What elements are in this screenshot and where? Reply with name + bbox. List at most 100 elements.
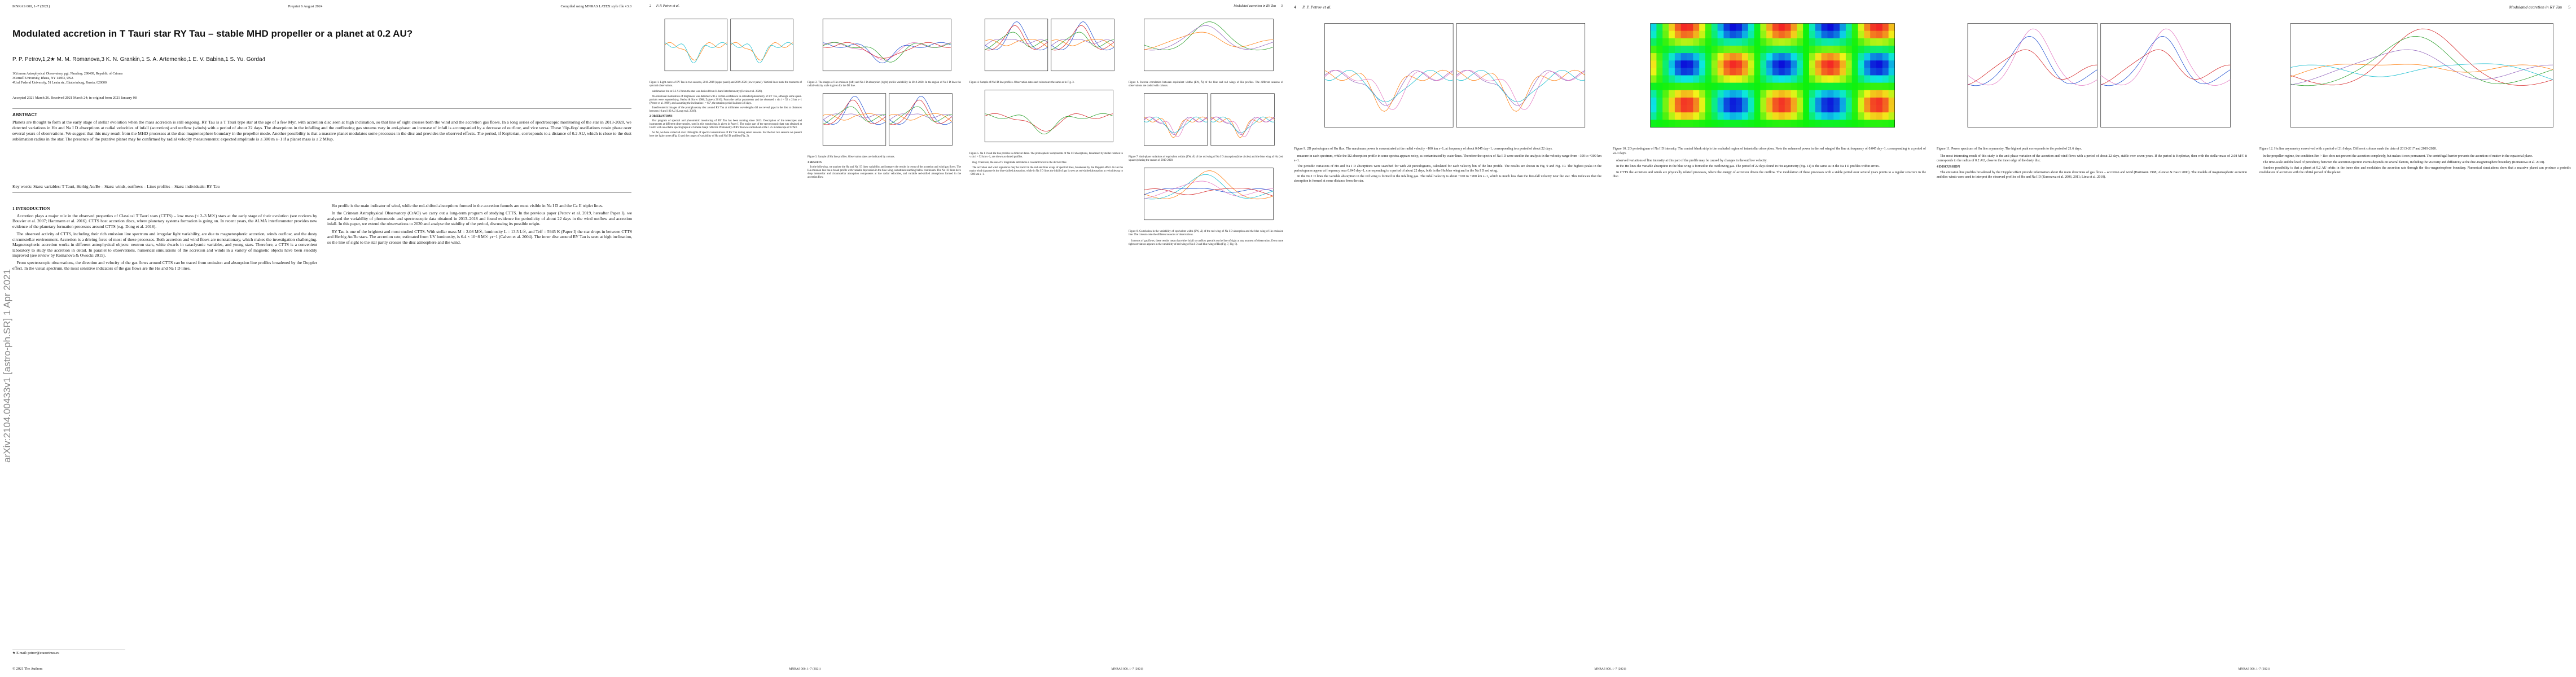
paragraph: In the following, we analyse the Hα and … [808, 166, 961, 179]
heat-cell [1778, 60, 1785, 68]
heat-cell [1791, 45, 1797, 54]
heat-cell [1650, 82, 1657, 91]
heat-cell [1754, 23, 1761, 32]
heat-cell [1650, 120, 1657, 128]
plot-curve [1324, 69, 1454, 106]
heat-cell [1840, 23, 1846, 32]
heat-cell [1809, 45, 1816, 54]
heat-cell [1705, 68, 1712, 76]
heat-cell [1741, 120, 1749, 128]
heat-cell [1840, 53, 1846, 61]
plot-curve [1210, 117, 1275, 137]
heat-cell [1876, 60, 1883, 68]
heat-cell [1858, 68, 1864, 76]
heat-cell [1741, 112, 1749, 120]
heat-cell [1803, 105, 1810, 113]
heat-cell [1778, 112, 1785, 120]
heat-cell [1791, 30, 1797, 39]
heat-cell [1650, 90, 1657, 98]
heat-cell [1809, 30, 1816, 39]
page-header: Modulated accretion in RY Tau 3 [972, 5, 1283, 9]
heat-cell [1760, 120, 1767, 128]
heat-cell [1669, 45, 1675, 54]
heat-cell [1882, 53, 1889, 61]
plot-curve [984, 39, 1048, 46]
heat-cell [1748, 97, 1755, 105]
heat-cell [1803, 112, 1810, 120]
heat-cell [1882, 38, 1889, 46]
heat-cell [1888, 82, 1895, 91]
header-left: MNRAS 000, 1–7 (2021) [12, 5, 50, 8]
heat-cell [1650, 112, 1657, 120]
heat-cell [1815, 30, 1822, 39]
heat-cell [1840, 38, 1846, 46]
heat-cell [1766, 53, 1773, 61]
heat-cell [1815, 75, 1822, 83]
heat-cell [1656, 97, 1663, 105]
heat-cell [1864, 68, 1871, 76]
plot-curve [1144, 32, 1274, 50]
plot-curve [889, 96, 953, 125]
heat-cell [1669, 112, 1675, 120]
heat-cell [1858, 75, 1864, 83]
figure-caption: Figure 1. Light curve of RY Tau in two s… [650, 81, 802, 87]
heat-cell [1858, 60, 1864, 68]
heat-cell [1662, 112, 1669, 120]
heat-cell [1748, 105, 1755, 113]
heat-cell [1711, 120, 1718, 128]
figure-caption: Figure 9. 2D periodogram of Hα flux. The… [1294, 147, 1553, 151]
heat-cell [1760, 82, 1767, 91]
heat-cell [1669, 90, 1675, 98]
paragraph: The most interesting result of this stud… [1937, 155, 2247, 162]
heat-cell [1748, 30, 1755, 39]
heat-cell [1858, 97, 1864, 105]
heat-cell [1888, 23, 1895, 32]
heat-cell [1870, 30, 1877, 39]
heat-cell [1827, 53, 1834, 61]
heat-cell [1797, 112, 1803, 120]
heat-cell [1851, 82, 1859, 91]
section-heading: 4 DISCUSSION [1937, 165, 1960, 169]
heat-cell [1680, 105, 1688, 113]
figure: Figure 9. 2D periodogram of Hα flux. The… [1294, 17, 1601, 152]
heat-cell [1809, 53, 1816, 61]
heat-cell [1699, 38, 1706, 46]
paragraph: The observed activity of CTTS, including… [12, 231, 317, 258]
figure-plot [1144, 93, 1275, 146]
page-header: 2 P. P. Petrov et al. [650, 5, 960, 9]
heat-cell [1876, 82, 1883, 91]
heat-cell [1833, 30, 1840, 39]
heat-cell [1760, 53, 1767, 61]
paragraph: In the propeller regime, the condition R… [2263, 155, 2533, 159]
heat-cell [1840, 112, 1846, 120]
heat-cell [1784, 75, 1792, 83]
figure: Figure 3. Sample of Hα line profiles. Ob… [808, 90, 961, 159]
heat-cell [1845, 75, 1853, 83]
figure-plot [1144, 168, 1274, 221]
heat-cell [1864, 120, 1871, 128]
heat-cell [1864, 90, 1871, 98]
paragraph: The time-scale and the level of periodic… [2263, 160, 2545, 164]
heat-cell [1845, 105, 1853, 113]
heat-cell [1797, 90, 1803, 98]
plot-curve [2290, 36, 2553, 86]
heat-cell [1876, 90, 1883, 98]
text-column: Figure 1. Light curve of RY Tau in two s… [650, 16, 802, 659]
heat-cell [1711, 112, 1718, 120]
paragraph: No rotational modulation of brightness w… [650, 95, 802, 105]
heat-cell [1674, 53, 1682, 61]
heat-cell [1870, 112, 1877, 120]
page-footer: MNRAS 000, 1–7 (2021) [2238, 667, 2270, 671]
heat-cell [1840, 82, 1846, 91]
heat-cell [1766, 105, 1773, 113]
heat-cell [1821, 60, 1828, 68]
figure-plot [984, 90, 1113, 143]
heat-cell [1687, 60, 1693, 68]
heat-cell [1711, 53, 1718, 61]
heat-cell [1803, 90, 1810, 98]
heat-cell [1821, 105, 1828, 113]
heat-cell [1851, 90, 1859, 98]
paragraph: Another possibility is that a planet at … [2259, 166, 2571, 174]
heat-cell [1723, 53, 1730, 61]
plot-curve [1967, 28, 2098, 86]
